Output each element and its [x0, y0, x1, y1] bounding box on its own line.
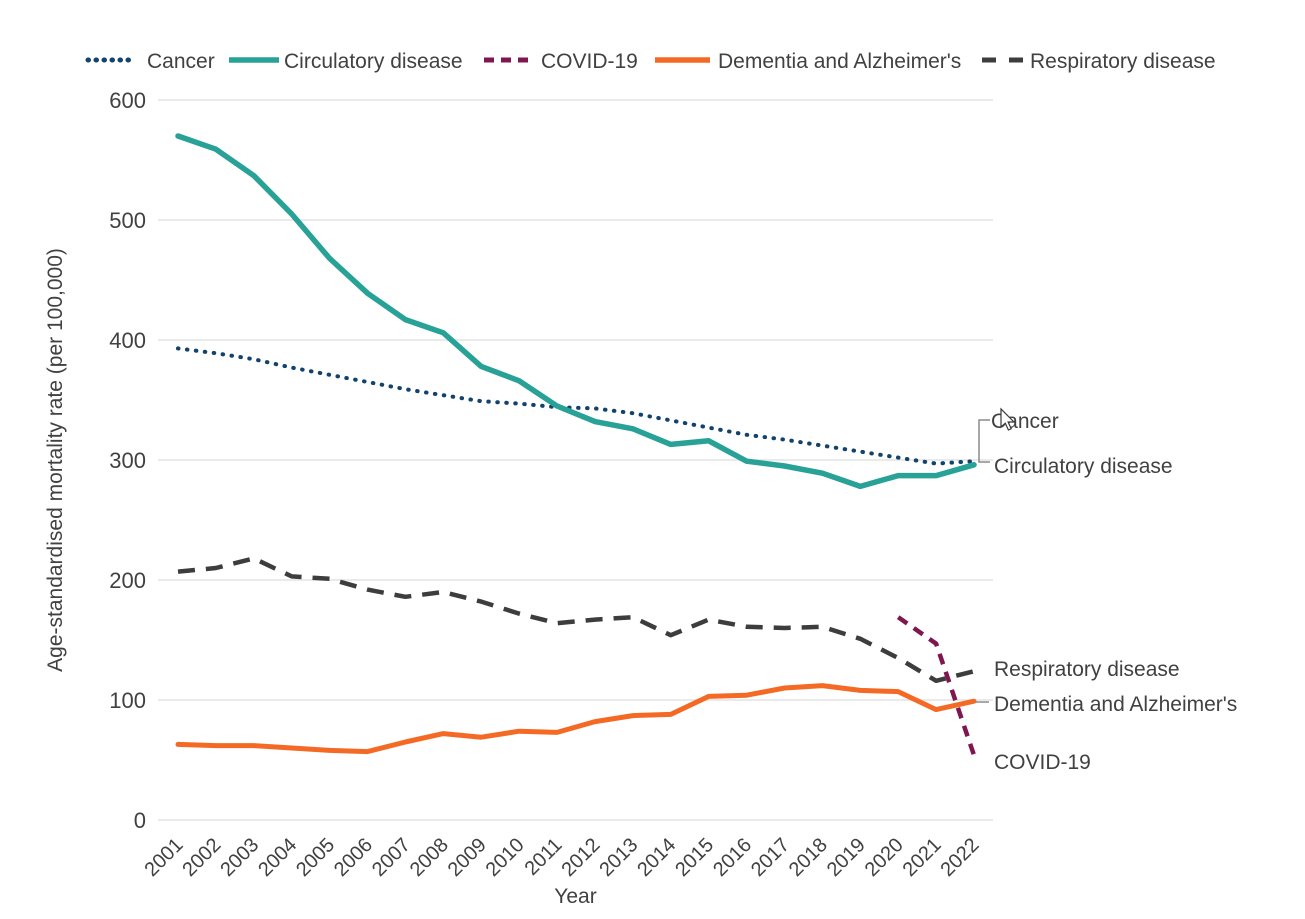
series-line-circulatory-disease[interactable]: [175, 133, 977, 490]
x-tick-label-2009: 2009: [444, 834, 491, 881]
legend-label-covid-19: COVID-19: [541, 50, 638, 73]
y-tick-label-500: 500: [109, 208, 146, 233]
series-line-respiratory-disease[interactable]: [177, 556, 975, 684]
x-axis-title: Year: [554, 885, 596, 908]
series-line-covid-19[interactable]: [896, 615, 977, 756]
x-tick-label-2006: 2006: [330, 834, 377, 881]
y-tick-label-200: 200: [109, 568, 146, 593]
x-tick-label-2015: 2015: [671, 834, 718, 881]
x-tick-label-2014: 2014: [633, 834, 680, 881]
x-tick-label-2022: 2022: [937, 834, 984, 881]
x-tick-label-2017: 2017: [747, 834, 794, 881]
x-tick-label-2019: 2019: [823, 834, 870, 881]
y-axis-tick-labels: 0 100 200 300 400 500 600: [109, 88, 146, 833]
x-tick-label-2012: 2012: [557, 834, 604, 881]
legend-item-circulatory-disease[interactable]: Circulatory disease: [229, 50, 463, 73]
leader-bracket-cancer-circulatory: [978, 419, 990, 463]
x-tick-label-2002: 2002: [178, 834, 225, 881]
legend-label-cancer: Cancer: [147, 50, 215, 73]
x-tick-label-2003: 2003: [216, 834, 263, 881]
end-label-covid-19: COVID-19: [994, 751, 1091, 774]
y-tick-label-0: 0: [134, 808, 146, 833]
series-line-dementia-and-alzheimers[interactable]: [175, 683, 977, 755]
x-tick-label-2018: 2018: [785, 834, 832, 881]
x-tick-label-2021: 2021: [899, 834, 946, 881]
legend-item-respiratory-disease[interactable]: Respiratory disease: [982, 50, 1216, 73]
x-tick-label-2013: 2013: [595, 834, 642, 881]
x-tick-label-2016: 2016: [709, 834, 756, 881]
y-tick-label-300: 300: [109, 448, 146, 473]
series-line-cancer[interactable]: [176, 346, 976, 466]
x-tick-label-2004: 2004: [254, 834, 301, 881]
legend-item-cancer[interactable]: Cancer: [85, 50, 215, 73]
y-tick-label-100: 100: [109, 688, 146, 713]
y-tick-label-400: 400: [109, 328, 146, 353]
legend-item-covid-19[interactable]: COVID-19: [484, 50, 638, 73]
legend-label-respiratory-disease: Respiratory disease: [1030, 50, 1216, 73]
x-tick-label-2005: 2005: [292, 834, 339, 881]
x-tick-label-2020: 2020: [861, 834, 908, 881]
mouse-cursor: [1000, 407, 1016, 431]
end-label-circulatory-disease: Circulatory disease: [994, 455, 1173, 478]
legend-item-dementia-and-alzheimers[interactable]: Dementia and Alzheimer's: [655, 50, 961, 73]
legend: Cancer Circulatory disease COVID-19 Dementi…: [85, 50, 1216, 73]
end-label-dementia-and-alzheimers: Dementia and Alzheimer's: [994, 693, 1237, 716]
x-tick-label-2008: 2008: [406, 834, 453, 881]
y-tick-label-600: 600: [109, 88, 146, 113]
x-axis-tick-labels: 2001200220032004200520062007200820092010…: [141, 834, 984, 881]
end-label-respiratory-disease: Respiratory disease: [994, 658, 1180, 681]
series-lines: [175, 133, 977, 756]
legend-label-circulatory-disease: Circulatory disease: [284, 50, 463, 73]
x-tick-label-2007: 2007: [368, 834, 415, 881]
y-axis-title: Age-standardised mortality rate (per 100…: [44, 248, 67, 672]
x-tick-label-2001: 2001: [141, 834, 188, 881]
x-tick-label-2011: 2011: [521, 834, 567, 880]
legend-label-dementia-and-alzheimers: Dementia and Alzheimer's: [718, 50, 961, 73]
x-tick-label-2010: 2010: [482, 834, 529, 881]
